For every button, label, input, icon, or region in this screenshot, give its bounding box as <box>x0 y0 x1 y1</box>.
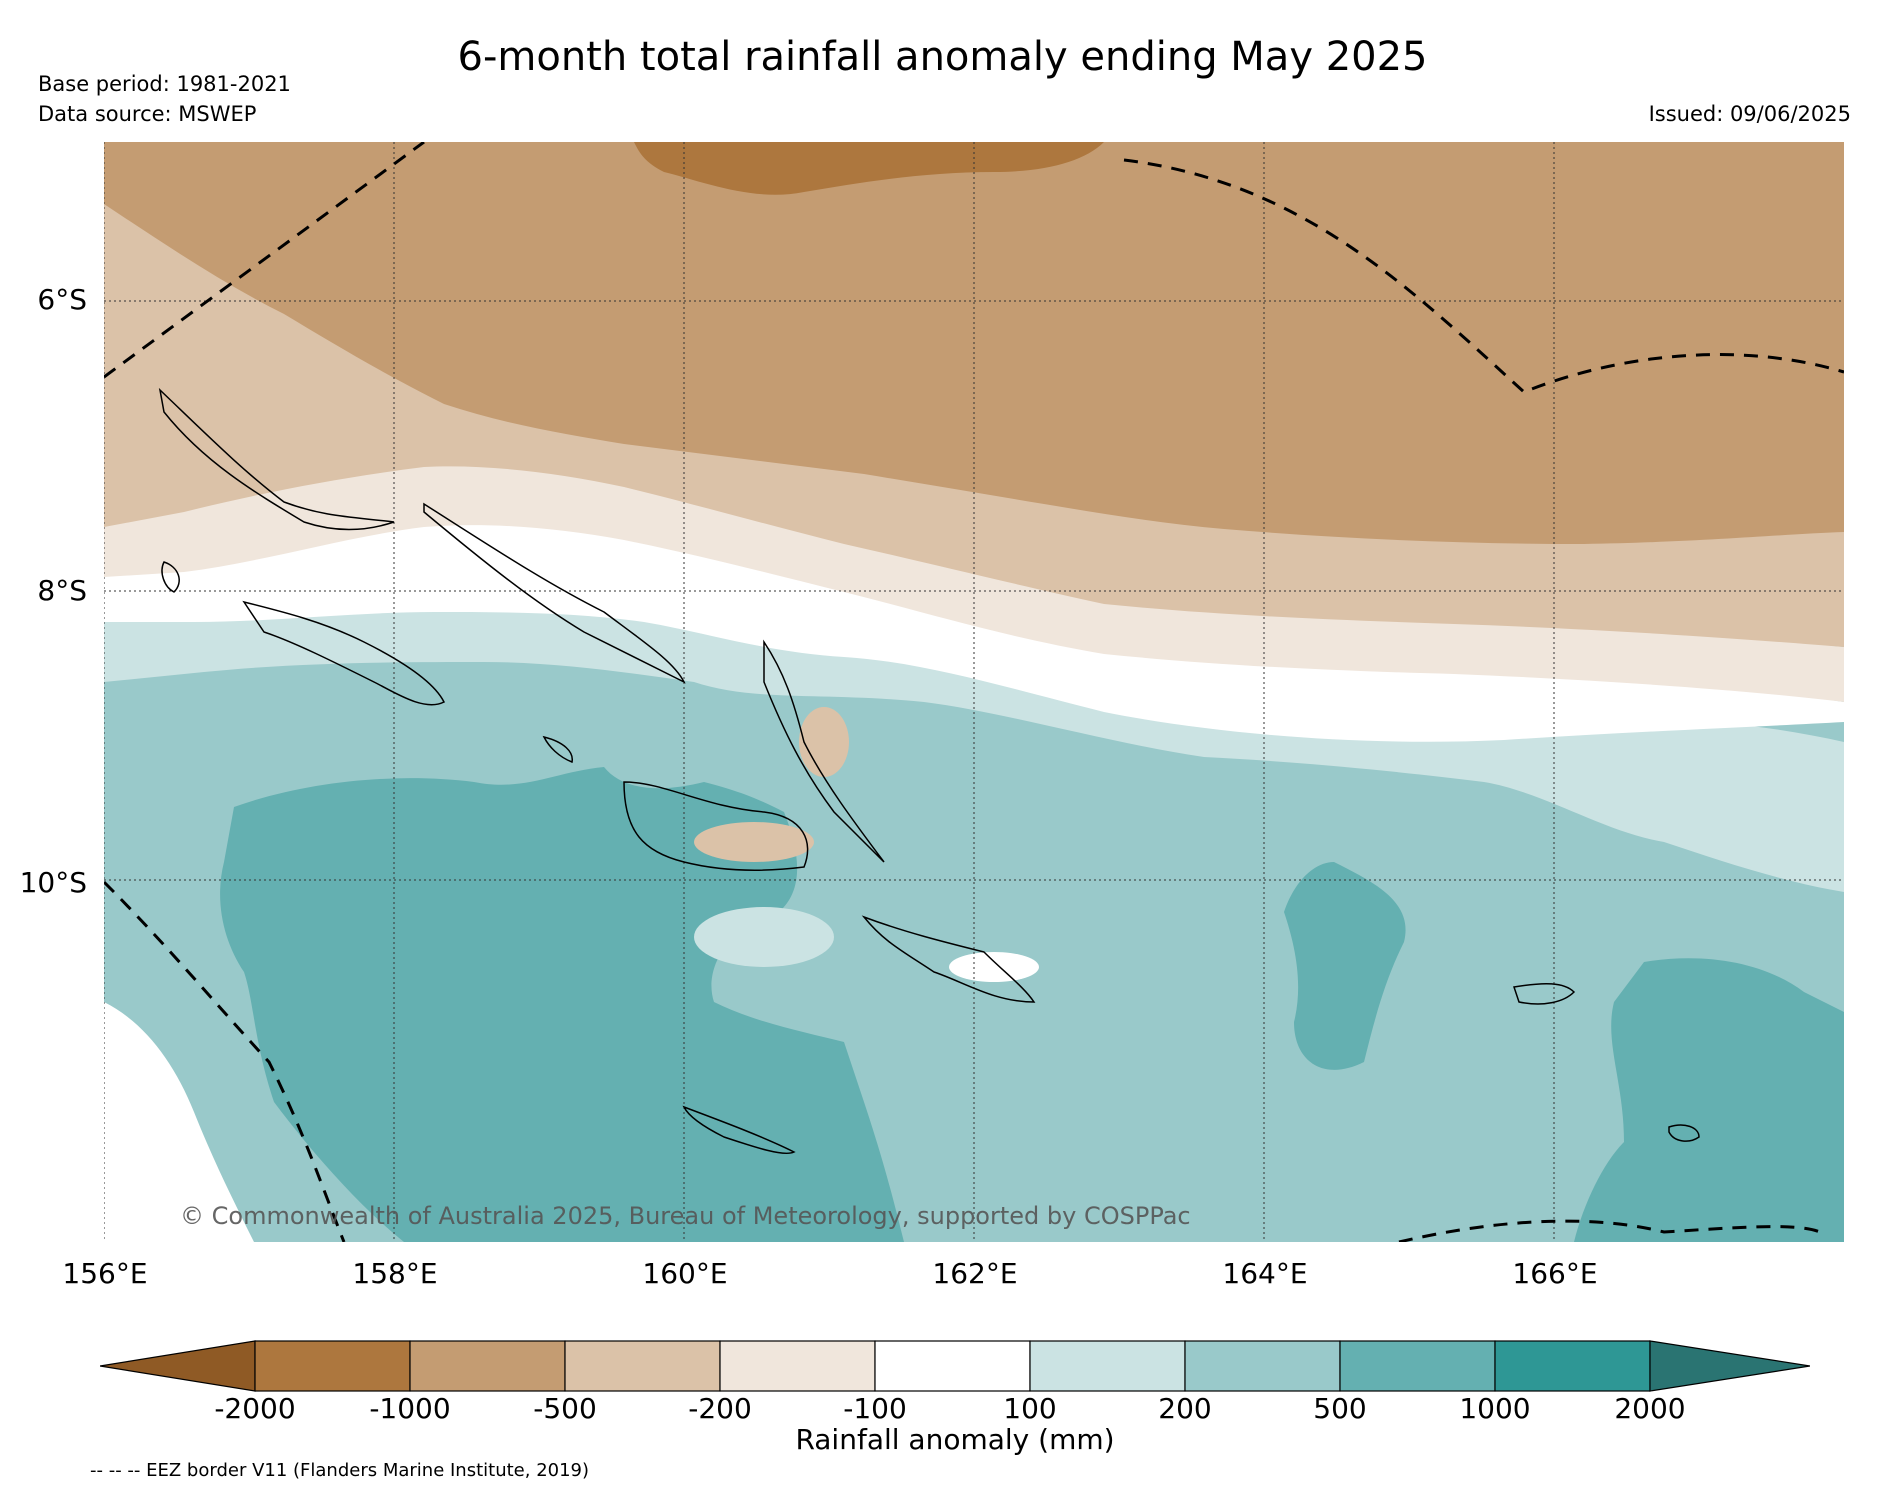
lon-label-162e: 162°E <box>932 1257 1018 1290</box>
lon-label-156e: 156°E <box>62 1257 148 1290</box>
coastline-makira <box>861 915 1036 1003</box>
colorbar-seg-2 <box>409 1340 566 1392</box>
chart-title: 6-month total rainfall anomaly ending Ma… <box>457 34 1428 80</box>
issued-date: Issued: 09/06/2025 <box>1648 102 1851 126</box>
anomaly-band-200-500 <box>104 560 1844 892</box>
coastline-guadalcanal <box>623 781 809 872</box>
colorbar-seg-3 <box>564 1340 721 1392</box>
lat-label-6s: 6°S <box>37 283 87 316</box>
coastline-shortland <box>161 561 180 593</box>
coastline-isabel <box>423 502 686 684</box>
coastline-malaita <box>763 639 885 863</box>
anomaly-band-500-1000-west <box>220 767 904 1242</box>
colorbar-seg-5 <box>874 1340 1031 1392</box>
eez-borders <box>104 142 1844 1242</box>
colorbar <box>99 1336 1811 1396</box>
lat-label-8s: 8°S <box>37 574 87 607</box>
colorbar-tick: 200 <box>1158 1392 1212 1425</box>
anomaly-band-neutral-southwest <box>104 1002 254 1242</box>
colorbar-seg-8 <box>1339 1340 1496 1392</box>
base-period: Base period: 1981-2021 <box>38 72 291 96</box>
anomaly-cell-malaita <box>799 707 849 777</box>
colorbar-svg <box>99 1340 1811 1392</box>
anomaly-cell-guadalcanal <box>694 822 814 862</box>
colorbar-tick: -200 <box>688 1392 752 1425</box>
colorbar-tick: 500 <box>1313 1392 1367 1425</box>
lon-label-160e: 160°E <box>642 1257 728 1290</box>
anomaly-cell-south-central <box>694 907 834 967</box>
coastlines <box>158 387 1700 1155</box>
colorbar-seg-6 <box>1029 1340 1186 1392</box>
colorbar-seg-9 <box>1494 1340 1651 1392</box>
eez-footnote: -- -- -- EEZ border V11 (Flanders Marine… <box>90 1460 590 1481</box>
coastline-russell <box>542 735 573 764</box>
coastline-new-georgia <box>242 600 446 706</box>
map-panel: © Commonwealth of Australia 2025, Bureau… <box>104 142 1844 1242</box>
anomaly-band-500-1000-east <box>1574 958 1844 1242</box>
colorbar-seg-7 <box>1184 1340 1341 1392</box>
colorbar-extend-low <box>99 1340 256 1392</box>
colorbar-tick: 100 <box>1003 1392 1057 1425</box>
coastline-vanikoro <box>1668 1124 1700 1142</box>
coastline-choiseul-bougainville <box>158 387 395 531</box>
colorbar-extend-high <box>1649 1340 1811 1392</box>
rainfall-anomaly-map: © Commonwealth of Australia 2025, Bureau… <box>104 142 1844 1242</box>
copyright-watermark: © Commonwealth of Australia 2025, Bureau… <box>180 1202 1191 1230</box>
anomaly-band-minus1000-minus2000 <box>634 142 1104 195</box>
colorbar-label: Rainfall anomaly (mm) <box>795 1423 1115 1456</box>
colorbar-seg-1 <box>254 1340 411 1392</box>
lat-label-10s: 10°S <box>19 866 87 899</box>
colorbar-tick: -1000 <box>369 1392 451 1425</box>
anomaly-band-500-1000-central <box>1284 862 1406 1070</box>
colorbar-tick: -500 <box>533 1392 597 1425</box>
colorbar-tick: -2000 <box>214 1392 296 1425</box>
colorbar-tick: 1000 <box>1459 1392 1531 1425</box>
lon-label-164e: 164°E <box>1222 1257 1308 1290</box>
coastline-santa-cruz <box>1513 982 1576 1005</box>
data-source: Data source: MSWEP <box>38 102 257 126</box>
lon-label-158e: 158°E <box>352 1257 438 1290</box>
colorbar-tick: -100 <box>843 1392 907 1425</box>
colorbar-seg-4 <box>719 1340 876 1392</box>
anomaly-cell-makira <box>949 952 1039 982</box>
gridlines <box>104 142 1844 1242</box>
coastline-rennell <box>682 1105 796 1155</box>
lon-label-166e: 166°E <box>1512 1257 1598 1290</box>
colorbar-tick: 2000 <box>1614 1392 1686 1425</box>
